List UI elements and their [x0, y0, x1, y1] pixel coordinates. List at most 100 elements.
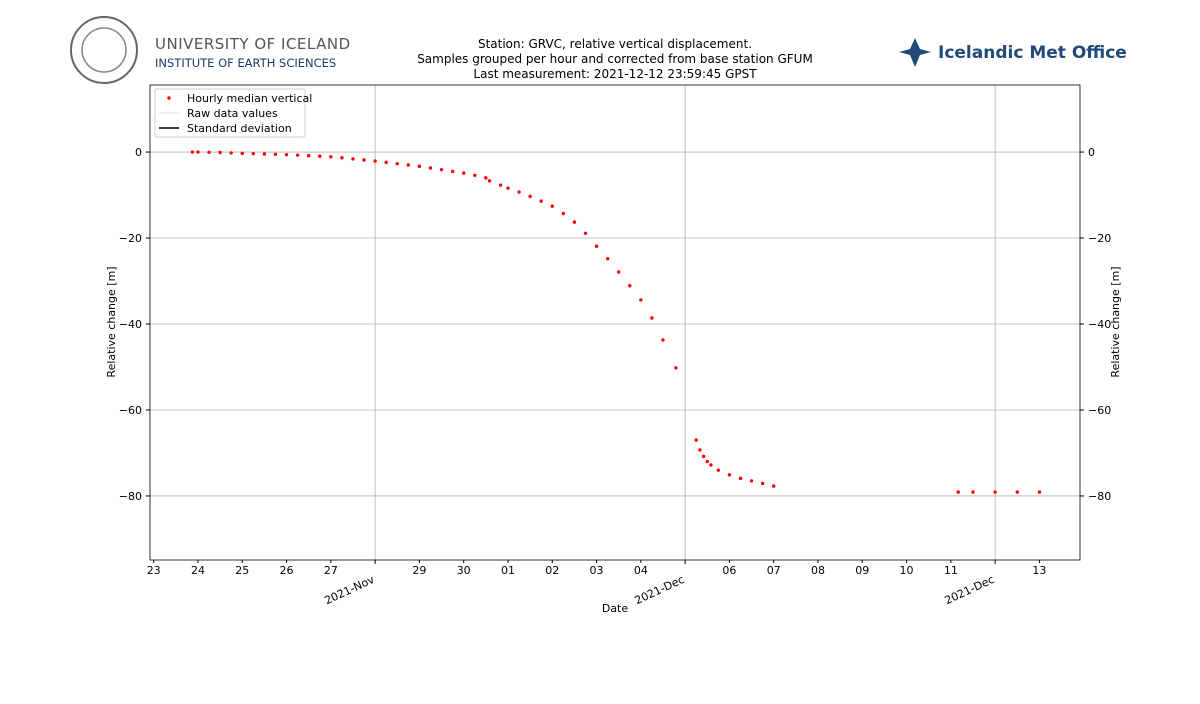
data-point — [674, 366, 678, 370]
data-point — [373, 159, 377, 163]
data-point — [583, 231, 588, 236]
data-point — [498, 183, 503, 187]
legend-label: Standard deviation — [187, 122, 292, 135]
data-point — [738, 476, 743, 481]
legend-box — [154, 88, 306, 138]
legend-label: Raw data values — [187, 107, 278, 120]
imo-logo: Icelandic Met Office — [899, 38, 1127, 67]
x-tick-label: 07 — [767, 564, 781, 577]
x-tick-label: 29 — [412, 564, 426, 577]
data-point — [450, 169, 455, 174]
data-point — [295, 153, 300, 157]
y-tick-label: −20 — [119, 232, 142, 245]
x-tick-label: 10 — [900, 564, 914, 577]
x-tick-label: 24 — [191, 564, 205, 577]
data-point — [550, 204, 554, 208]
data-point — [384, 160, 388, 165]
data-point — [190, 150, 195, 154]
data-point — [517, 190, 521, 194]
x-tick-label: 13 — [1032, 564, 1046, 577]
x-tick-label: 01 — [501, 564, 515, 577]
data-point — [461, 171, 466, 175]
data-point — [639, 298, 643, 302]
data-point — [439, 167, 444, 172]
data-point — [605, 256, 610, 261]
x-tick-label: 25 — [235, 564, 249, 577]
data-point — [262, 152, 267, 156]
data-point — [406, 163, 411, 167]
y2-tick-label: 0 — [1088, 146, 1095, 159]
y-tick-label: −40 — [119, 318, 142, 331]
chart-title: Last measurement: 2021-12-12 23:59:45 GP… — [473, 67, 757, 81]
data-point — [616, 270, 621, 274]
data-point — [273, 152, 278, 156]
imo-name: Icelandic Met Office — [938, 43, 1127, 63]
x-tick-label: 06 — [722, 564, 736, 577]
data-point — [694, 438, 698, 442]
data-point — [484, 176, 488, 180]
data-point — [329, 155, 333, 159]
y-tick-label: 0 — [135, 146, 142, 159]
y2-tick-label: −20 — [1088, 232, 1111, 245]
seal — [70, 16, 138, 84]
x-tick-label: 27 — [324, 564, 338, 577]
y-tick-label: −60 — [119, 404, 142, 417]
data-point — [705, 459, 709, 464]
data-point — [594, 244, 599, 248]
data-point — [971, 490, 975, 494]
data-point — [956, 490, 960, 494]
data-point — [701, 454, 706, 459]
data-point — [716, 468, 721, 472]
y-axis-label: Relative change [m] — [105, 266, 118, 377]
x-tick-label: 11 — [944, 564, 958, 577]
data-point — [561, 211, 566, 216]
x-tick-label: 26 — [280, 564, 294, 577]
data-point — [306, 154, 311, 158]
data-point — [771, 484, 776, 488]
data-point — [661, 338, 665, 342]
seal-inner — [81, 27, 127, 73]
y2-tick-label: −80 — [1088, 490, 1111, 503]
y-tick-label: −80 — [119, 490, 142, 503]
x-tick-label: 02 — [545, 564, 559, 577]
university-name: UNIVERSITY OF ICELAND — [155, 35, 351, 53]
x-tick-label: 08 — [811, 564, 825, 577]
data-point — [417, 164, 422, 168]
data-point — [395, 161, 399, 166]
data-point — [749, 479, 754, 483]
data-point — [628, 284, 632, 288]
data-point — [362, 158, 366, 162]
data-point — [284, 152, 289, 157]
data-point — [528, 194, 532, 199]
data-point — [218, 150, 222, 155]
institute-name: INSTITUTE OF EARTH SCIENCES — [155, 56, 336, 70]
data-point — [506, 186, 510, 190]
chart-title: Samples grouped per hour and corrected f… — [417, 52, 813, 66]
plot-frame — [149, 84, 1081, 561]
data-point — [1037, 490, 1042, 494]
data-point — [196, 150, 200, 154]
y2-axis-label: Relative change [m] — [1109, 266, 1122, 377]
data-point — [251, 151, 256, 156]
data-point — [229, 151, 233, 155]
x-tick-label: 09 — [855, 564, 869, 577]
x-tick-label: 03 — [590, 564, 604, 577]
data-point — [709, 463, 713, 467]
data-point — [340, 156, 344, 160]
x-major-tick-label: 2021-Dec — [633, 573, 687, 607]
data-point — [993, 490, 997, 494]
data-point — [650, 316, 654, 320]
data-point — [318, 154, 322, 158]
data-point — [727, 473, 732, 477]
data-point — [473, 173, 477, 177]
data-point — [539, 199, 543, 203]
data-point — [428, 166, 433, 170]
imo-icon — [899, 38, 931, 67]
legend-marker — [167, 96, 171, 100]
data-point — [207, 150, 211, 154]
data-point — [351, 157, 355, 161]
data-point — [572, 220, 577, 224]
x-tick-label: 04 — [634, 564, 648, 577]
x-tick-label: 23 — [147, 564, 161, 577]
